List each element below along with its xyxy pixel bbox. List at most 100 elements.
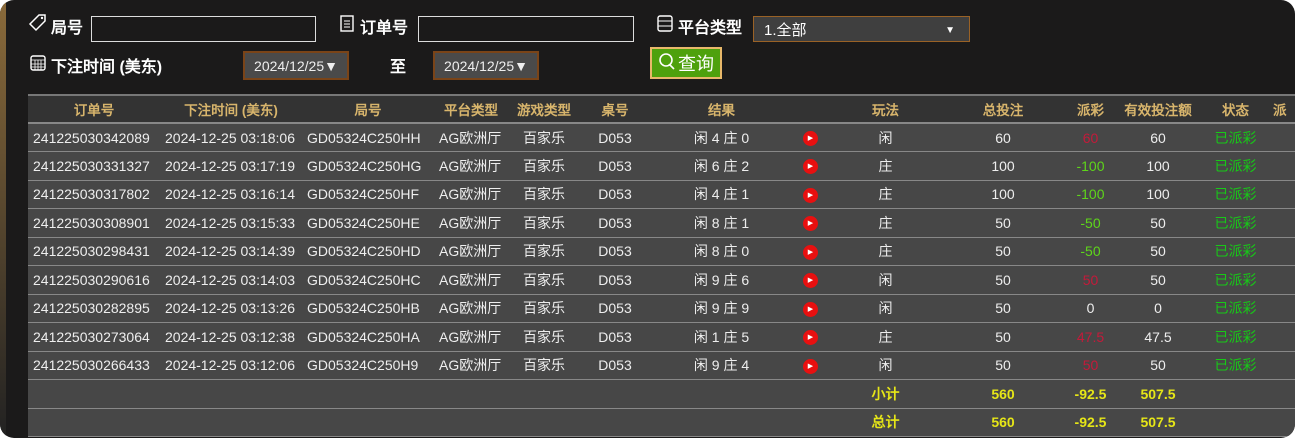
cell-time: 2024-12-25 03:15:33 — [160, 208, 302, 238]
cell-valid: 100 — [1118, 180, 1198, 209]
total-row: 总计 560 -92.5 507.5 — [28, 408, 1295, 437]
cell-round: GD05324C250HH — [302, 123, 434, 152]
column-header: 桌号 — [580, 94, 650, 124]
to-label: 至 — [390, 59, 407, 76]
cell-valid: 50 — [1118, 265, 1198, 295]
cell-play: 庄 — [828, 151, 943, 181]
cell-status: 已派彩 — [1198, 237, 1273, 266]
cell-valid: 47.5 — [1118, 322, 1198, 352]
table-row[interactable]: 241225030342089 2024-12-25 03:18:06 GD0532… — [28, 123, 1295, 152]
total-valid: 507.5 — [1118, 408, 1198, 437]
cell-empty — [160, 379, 302, 409]
cell-round: GD05324C250HC — [302, 265, 434, 295]
date-to-picker[interactable]: 2024/12/25▼ — [433, 51, 539, 80]
cell-payout: 50 — [1063, 351, 1118, 380]
cell-platform: AG欧洲厅 — [434, 123, 508, 152]
cell-empty — [580, 379, 650, 409]
cell-table: D053 — [580, 351, 650, 380]
column-header: 派彩 — [1063, 94, 1118, 124]
cell-empty — [28, 379, 160, 409]
cell-empty — [302, 379, 434, 409]
cell-order: 241225030317802 — [28, 180, 160, 209]
cell-time: 2024-12-25 03:12:06 — [160, 351, 302, 380]
cell-time: 2024-12-25 03:17:19 — [160, 151, 302, 181]
cell-platform: AG欧洲厅 — [434, 180, 508, 209]
cell-order: 241225030266433 — [28, 351, 160, 380]
table-row[interactable]: 241225030298431 2024-12-25 03:14:39 GD0532… — [28, 237, 1295, 266]
cell-bet: 50 — [943, 208, 1063, 238]
play-video-icon[interactable]: ▶ — [803, 159, 818, 175]
cell-bet: 50 — [943, 265, 1063, 295]
round-input[interactable] — [91, 16, 316, 42]
cell-round: GD05324C250H9 — [302, 351, 434, 380]
cell-empty — [508, 408, 580, 437]
cell-valid: 50 — [1118, 237, 1198, 266]
cell-valid: 0 — [1118, 294, 1198, 323]
play-video-icon[interactable]: ▶ — [803, 244, 818, 260]
table-row[interactable]: 241225030282895 2024-12-25 03:13:26 GD0532… — [28, 294, 1295, 323]
cell-game: 百家乐 — [508, 294, 580, 323]
cell-status: 已派彩 — [1198, 294, 1273, 323]
cell-time: 2024-12-25 03:14:39 — [160, 237, 302, 266]
cell-table: D053 — [580, 123, 650, 152]
cell-empty — [28, 408, 160, 437]
query-button[interactable]: 查询 — [650, 47, 722, 79]
cell-round: GD05324C250HB — [302, 294, 434, 323]
cell-status: 已派彩 — [1198, 151, 1273, 181]
play-video-icon[interactable]: ▶ — [803, 330, 818, 346]
cell-result: 闲 9 庄 4 — [650, 351, 793, 380]
date-from-picker[interactable]: 2024/12/25▼ — [243, 51, 349, 80]
table-row[interactable]: 241225030308901 2024-12-25 03:15:33 GD0532… — [28, 208, 1295, 238]
table-row[interactable]: 241225030290616 2024-12-25 03:14:03 GD0532… — [28, 265, 1295, 295]
cell-order: 241225030298431 — [28, 237, 160, 266]
cell-round: GD05324C250HE — [302, 208, 434, 238]
cell-result: 闲 8 庄 0 — [650, 237, 793, 266]
cell-empty — [650, 408, 793, 437]
play-video-icon[interactable]: ▶ — [803, 273, 818, 289]
cell-payout: 60 — [1063, 123, 1118, 152]
subtotal-label: 小计 — [828, 379, 943, 409]
cell-status: 已派彩 — [1198, 265, 1273, 295]
column-header: 总投注 — [943, 94, 1063, 124]
cell-result: 闲 9 庄 6 — [650, 265, 793, 295]
cell-play: 庄 — [828, 322, 943, 352]
table-row[interactable]: 241225030266433 2024-12-25 03:12:06 GD0532… — [28, 351, 1295, 380]
cell-bet: 50 — [943, 351, 1063, 380]
cell-order: 241225030342089 — [28, 123, 160, 152]
play-video-icon[interactable]: ▶ — [803, 187, 818, 203]
table-row[interactable]: 241225030331327 2024-12-25 03:17:19 GD0532… — [28, 151, 1295, 181]
cell-order: 241225030273064 — [28, 322, 160, 352]
cell-round: GD05324C250HG — [302, 151, 434, 181]
play-video-icon[interactable]: ▶ — [803, 301, 818, 317]
cell-table: D053 — [580, 322, 650, 352]
cell-valid: 50 — [1118, 351, 1198, 380]
cell-empty — [1273, 294, 1295, 323]
cell-platform: AG欧洲厅 — [434, 151, 508, 181]
cell-game: 百家乐 — [508, 180, 580, 209]
play-video-icon[interactable]: ▶ — [803, 358, 818, 374]
cell-platform: AG欧洲厅 — [434, 351, 508, 380]
replay-cell: ▶ — [793, 123, 828, 152]
play-video-icon[interactable]: ▶ — [803, 216, 818, 232]
cell-result: 闲 8 庄 1 — [650, 208, 793, 238]
cell-result: 闲 4 庄 1 — [650, 180, 793, 209]
platform-select[interactable]: 1.全部 ▼ — [753, 16, 970, 42]
table-row[interactable]: 241225030273064 2024-12-25 03:12:38 GD0532… — [28, 322, 1295, 352]
cell-play: 闲 — [828, 265, 943, 295]
cell-game: 百家乐 — [508, 237, 580, 266]
table-header: 订单号 下注时间 (美东) 局号 平台类型 游戏类型 桌号 结果 玩法 总投注 派彩 有效投注额 状态… — [28, 94, 1295, 124]
time-label: 下注时间 (美东) — [28, 52, 162, 77]
cell-table: D053 — [580, 294, 650, 323]
cell-play: 庄 — [828, 180, 943, 209]
cell-empty — [1198, 408, 1273, 437]
column-header: 有效投注额 — [1118, 94, 1198, 124]
play-video-icon[interactable]: ▶ — [803, 130, 818, 146]
clipboard-icon — [337, 13, 357, 38]
table-row[interactable]: 241225030317802 2024-12-25 03:16:14 GD0532… — [28, 180, 1295, 209]
subtotal-bet: 560 — [943, 379, 1063, 409]
order-input[interactable] — [418, 16, 634, 42]
column-header: 下注时间 (美东) — [160, 94, 302, 124]
cell-status: 已派彩 — [1198, 322, 1273, 352]
cell-bet: 100 — [943, 151, 1063, 181]
bet-records-table: 订单号 下注时间 (美东) 局号 平台类型 游戏类型 桌号 结果 玩法 总投注 派彩 有效投注额 状态… — [28, 94, 1295, 437]
